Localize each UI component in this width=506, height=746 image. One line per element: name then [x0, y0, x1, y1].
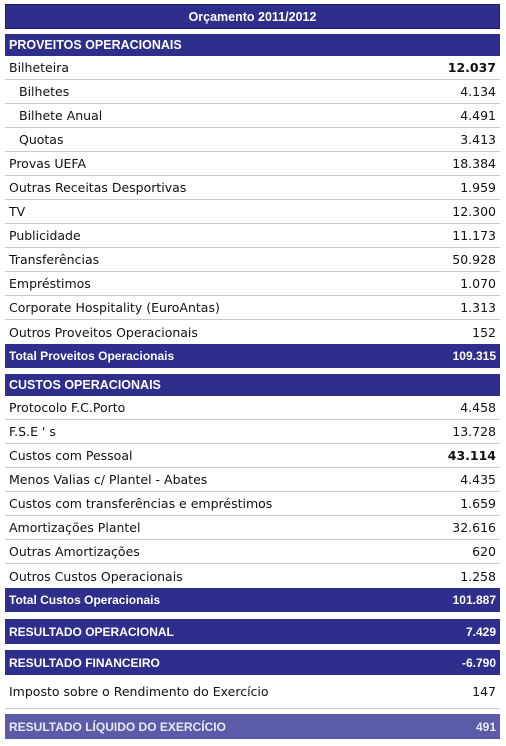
row-value: 32.616 [452, 520, 496, 535]
row-label: Quotas [19, 132, 64, 147]
table-row: Outros Custos Operacionais 1.258 [5, 564, 500, 588]
total-custos-row: Total Custos Operacionais 101.887 [5, 588, 500, 612]
table-row: Amortizações Plantel 32.616 [5, 516, 500, 540]
table-row: Transferências 50.928 [5, 248, 500, 272]
row-value: 620 [472, 544, 496, 559]
table-row: Menos Valias c/ Plantel - Abates 4.435 [5, 468, 500, 492]
row-value: 12.300 [452, 204, 496, 219]
row-value: 4.134 [460, 84, 496, 99]
row-label: Outras Amortizações [9, 544, 140, 559]
row-label: Empréstimos [9, 276, 91, 291]
resultado-operacional-label: RESULTADO OPERACIONAL [9, 624, 174, 639]
table-row: TV 12.300 [5, 200, 500, 224]
table-row: Bilhetes 4.134 [5, 80, 500, 104]
resultado-operacional-value: 7.429 [465, 624, 496, 639]
imposto-label: Imposto sobre o Rendimento do Exercício [9, 684, 269, 699]
table-row: Corporate Hospitality (EuroAntas) 1.313 [5, 296, 500, 320]
table-row: Empréstimos 1.070 [5, 272, 500, 296]
row-label: Protocolo F.C.Porto [9, 400, 126, 415]
row-value: 1.659 [460, 496, 496, 511]
row-value: 18.384 [452, 156, 496, 171]
row-label: Bilhetes [19, 84, 70, 99]
row-label: Custos com Pessoal [9, 448, 133, 463]
resultado-liquido-value: 491 [475, 719, 496, 734]
row-value: 1.313 [460, 300, 496, 315]
row-label: Menos Valias c/ Plantel - Abates [9, 472, 208, 487]
row-value: 11.173 [452, 228, 496, 243]
total-custos-label: Total Custos Operacionais [9, 593, 161, 607]
table-row: Bilhete Anual 4.491 [5, 104, 500, 128]
table-row: Provas UEFA 18.384 [5, 152, 500, 176]
row-value: 4.435 [460, 472, 496, 487]
table-row: Publicidade 11.173 [5, 224, 500, 248]
table-row: Outros Proveitos Operacionais 152 [5, 320, 500, 344]
budget-table: Orçamento 2011/2012 PROVEITOS OPERACIONA… [5, 4, 500, 739]
resultado-financeiro-row: RESULTADO FINANCEIRO -6.790 [5, 650, 500, 675]
row-label: Amortizações Plantel [9, 520, 141, 535]
row-label: Outras Receitas Desportivas [9, 180, 187, 195]
proveitos-header: PROVEITOS OPERACIONAIS [5, 34, 500, 56]
row-label: Transferências [9, 252, 100, 267]
row-label: Corporate Hospitality (EuroAntas) [9, 300, 220, 315]
row-label: Publicidade [9, 228, 81, 243]
imposto-row: Imposto sobre o Rendimento do Exercício … [5, 675, 500, 709]
row-value: 1.070 [460, 276, 496, 291]
row-value: 4.458 [460, 400, 496, 415]
row-label: Outros Custos Operacionais [9, 568, 183, 584]
row-value: 1.258 [460, 568, 496, 584]
custos-header: CUSTOS OPERACIONAIS [5, 374, 500, 396]
row-value: 12.037 [447, 60, 496, 75]
resultado-liquido-row: RESULTADO LÍQUIDO DO EXERCÍCIO 491 [5, 714, 500, 739]
row-label: Outros Proveitos Operacionais [9, 324, 198, 340]
total-custos-value: 101.887 [452, 593, 496, 607]
row-value: 4.491 [460, 108, 496, 123]
table-row: Bilheteira 12.037 [5, 56, 500, 80]
row-label: TV [9, 204, 26, 219]
table-title: Orçamento 2011/2012 [5, 4, 500, 29]
table-row: Custos com transferências e empréstimos … [5, 492, 500, 516]
resultado-financeiro-value: -6.790 [461, 655, 496, 670]
total-proveitos-value: 109.315 [452, 349, 496, 363]
table-row: F.S.E ' s 13.728 [5, 420, 500, 444]
row-value: 13.728 [452, 424, 496, 439]
table-row: Custos com Pessoal 43.114 [5, 444, 500, 468]
resultado-liquido-label: RESULTADO LÍQUIDO DO EXERCÍCIO [9, 719, 226, 734]
row-value: 43.114 [447, 448, 496, 463]
row-value: 152 [472, 324, 496, 340]
row-value: 50.928 [452, 252, 496, 267]
imposto-value: 147 [472, 684, 496, 699]
resultado-operacional-row: RESULTADO OPERACIONAL 7.429 [5, 619, 500, 644]
table-row: Quotas 3.413 [5, 128, 500, 152]
row-label: Provas UEFA [9, 156, 87, 171]
table-row: Outras Amortizações 620 [5, 540, 500, 564]
total-proveitos-label: Total Proveitos Operacionais [9, 349, 175, 363]
row-value: 3.413 [460, 132, 496, 147]
row-value: 1.959 [460, 180, 496, 195]
resultado-financeiro-label: RESULTADO FINANCEIRO [9, 655, 160, 670]
row-label: F.S.E ' s [9, 424, 56, 439]
row-label: Custos com transferências e empréstimos [9, 496, 273, 511]
row-label: Bilhete Anual [19, 108, 103, 123]
total-proveitos-row: Total Proveitos Operacionais 109.315 [5, 344, 500, 368]
table-row: Outras Receitas Desportivas 1.959 [5, 176, 500, 200]
table-row: Protocolo F.C.Porto 4.458 [5, 396, 500, 420]
row-label: Bilheteira [9, 60, 69, 75]
